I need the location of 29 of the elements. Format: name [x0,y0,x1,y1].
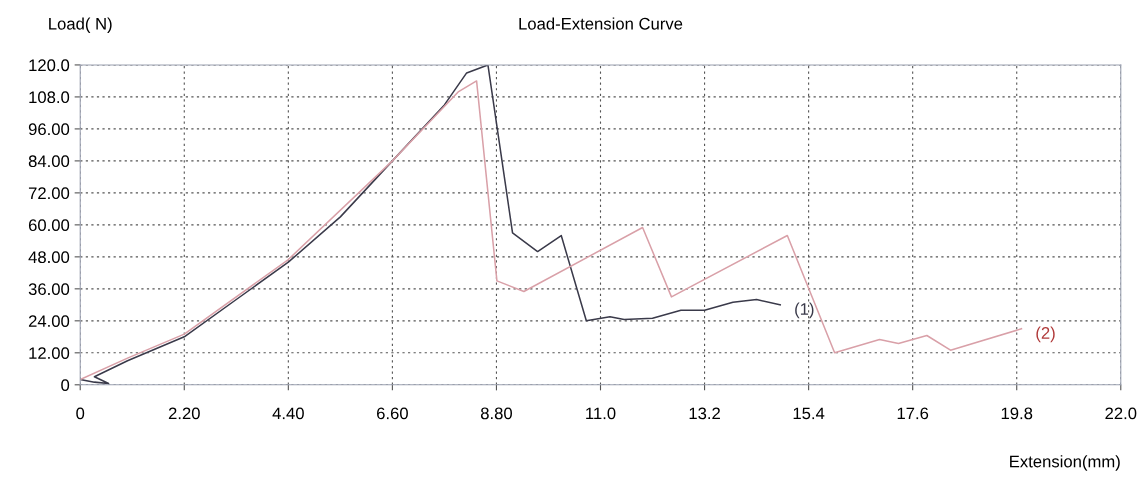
y-tick-label: 12.00 [29,347,70,360]
x-tick-label: 0 [76,407,85,420]
y-tick-label: 0 [61,379,70,391]
y-axis-title: Load( N) [49,17,112,33]
x-axis-title: Extension(mm) [1010,455,1120,471]
x-tick-label: 11.0 [586,407,616,420]
x-tick-label: 17.6 [897,407,929,420]
y-tick-label: 96.00 [28,123,70,136]
x-tick-label: 6.60 [377,407,408,420]
x-tick-label: 19.8 [1001,407,1033,420]
y-tick-label: 24.00 [28,315,70,328]
line-series [80,80,1023,381]
y-tick-label: 36.00 [28,283,70,296]
y-tick-label: 72.00 [28,187,70,200]
y-tick-label: 120.0 [29,59,70,72]
y-tick-label: 60.00 [28,219,70,232]
y-tick-label: 48.00 [28,251,70,264]
series-label: (1) [795,302,814,319]
x-tick-label: 8.80 [480,407,513,420]
x-tick-label: 4.40 [272,407,304,420]
y-tick-label: 108.0 [29,91,70,104]
line-series [80,64,782,385]
x-tick-label: 2.20 [168,407,200,420]
chart-title: Load-Extension Curve [519,17,683,30]
x-tick-label: 15.4 [793,407,825,420]
x-tick-label: 22.0 [1105,407,1137,420]
series-label: (2) [1036,326,1055,343]
x-tick-label: 13.2 [689,407,720,420]
y-tick-label: 84.00 [28,155,70,168]
